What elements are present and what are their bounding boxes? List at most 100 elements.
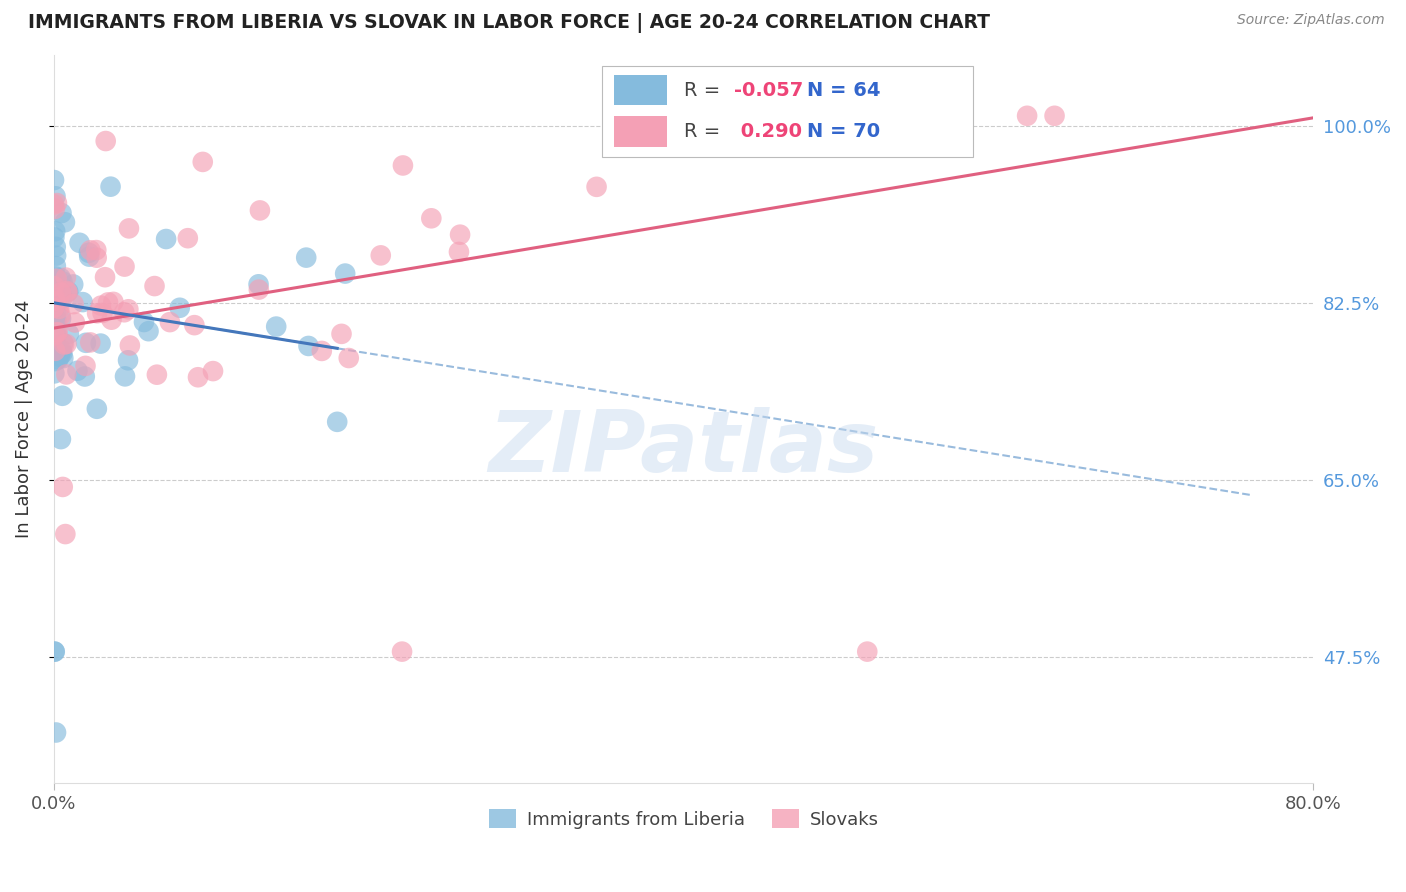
Point [45,345,67,359]
Point [264,319,287,334]
Point [45,326,67,341]
Point [112,305,135,319]
Point [202,364,225,378]
Point [297,339,319,353]
Point [686,109,709,123]
Point [730,112,752,126]
Point [77,245,100,260]
Point [44,224,66,238]
Point [79,335,101,350]
Point [45,240,67,254]
Point [44,313,66,327]
FancyBboxPatch shape [614,75,668,105]
Point [97,295,120,310]
Point [58,326,80,341]
Point [45,725,67,739]
Point [55,270,77,285]
Point [75,359,97,373]
Point [118,338,141,352]
Point [58,285,80,299]
Point [90,299,112,313]
Point [42,301,65,315]
Point [337,351,360,365]
Point [94,134,117,148]
FancyBboxPatch shape [602,66,973,157]
Point [44,328,66,343]
Point [48,301,70,316]
Point [77,250,100,264]
Text: -0.057: -0.057 [734,80,803,100]
Point [45,272,67,286]
Point [53,215,76,229]
Text: R =: R = [683,122,720,141]
Point [44,284,66,298]
Point [51,343,73,358]
Point [51,389,73,403]
Text: R =: R = [683,80,720,100]
Point [62,277,84,292]
Point [391,645,413,659]
Point [45,259,67,273]
Point [56,285,79,300]
Point [44,315,66,329]
Point [52,480,75,494]
Point [51,274,73,288]
Point [100,312,122,326]
Point [44,354,66,368]
Point [86,401,108,416]
Point [699,137,721,152]
Point [46,325,69,339]
Point [49,285,72,300]
Point [249,203,271,218]
Point [295,251,318,265]
Point [311,343,333,358]
Point [44,343,66,358]
Point [247,283,270,297]
Point [84,243,107,257]
Point [370,248,392,262]
Point [114,369,136,384]
Point [155,232,177,246]
Text: N = 64: N = 64 [807,80,880,100]
Point [449,227,471,242]
Point [63,315,86,329]
Point [45,273,67,287]
Y-axis label: In Labor Force | Age 20-24: In Labor Force | Age 20-24 [15,300,32,538]
Point [45,326,67,340]
Point [100,179,122,194]
Point [247,277,270,292]
Point [44,292,66,306]
Point [45,249,67,263]
Point [46,352,69,367]
Point [55,368,77,382]
Point [49,309,72,323]
Point [69,235,91,250]
Point [49,432,72,446]
Point [49,350,72,364]
Point [75,335,97,350]
Point [53,527,76,541]
Point [330,326,353,341]
Point [51,206,73,220]
FancyBboxPatch shape [614,116,668,147]
Point [52,351,75,366]
Point [877,109,900,123]
Point [103,294,125,309]
Point [187,370,209,384]
Point [392,158,415,172]
Legend: Immigrants from Liberia, Slovaks: Immigrants from Liberia, Slovaks [481,802,886,836]
Text: Source: ZipAtlas.com: Source: ZipAtlas.com [1237,13,1385,28]
Point [177,231,200,245]
Point [51,346,73,360]
Point [42,197,65,211]
Point [53,337,76,351]
Point [138,324,160,338]
Point [159,315,181,329]
Point [114,260,136,274]
Point [1043,109,1066,123]
Point [44,269,66,284]
Point [45,196,67,211]
Text: 0.290: 0.290 [734,122,801,141]
Point [44,645,66,659]
Point [72,295,94,310]
